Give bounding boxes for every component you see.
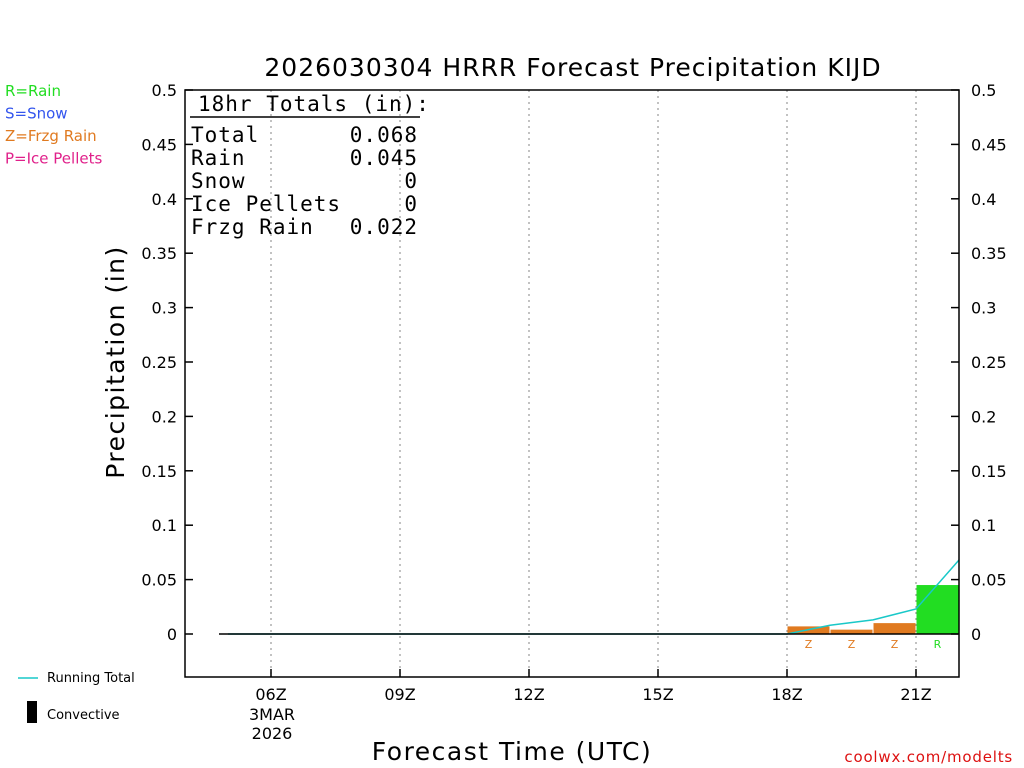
precip-bar: [873, 623, 916, 634]
y-tick-label-right: 0.45: [971, 135, 1007, 154]
y-tick-label-left: 0: [167, 625, 177, 644]
totals-row-label: Snow: [191, 169, 246, 193]
plot-frame: [184, 89, 960, 678]
date-label-month: 3MAR: [249, 705, 295, 724]
y-tick-label-right: 0.25: [971, 353, 1007, 372]
y-tick-label-left: 0.3: [152, 299, 177, 318]
y-axis-label: Precipitation (in): [101, 245, 130, 479]
x-tick-label: 15Z: [642, 685, 673, 704]
x-tick-label: 21Z: [900, 685, 931, 704]
totals-row-value: 0.068: [350, 123, 418, 147]
totals-row-label: Ice Pellets: [191, 192, 341, 216]
vertical-gridlines: [270, 90, 917, 677]
legend-entry: S=Snow: [5, 105, 68, 123]
y-tick-label-left: 0.25: [141, 353, 177, 372]
running-total-line: [228, 559, 960, 635]
ptype-legend: R=Rain S=Snow Z=Frzg Rain P=Ice Pellets: [5, 82, 102, 168]
y-tick-label-right: 0.1: [971, 516, 996, 535]
ptype-letter: R: [934, 638, 942, 651]
y-tick-label-right: 0.5: [971, 81, 996, 100]
legend-entry: Z=Frzg Rain: [5, 127, 97, 145]
y-tick-label-left: 0.35: [141, 244, 177, 263]
totals-row-label: Rain: [191, 146, 246, 170]
date-label-year: 2026: [252, 724, 293, 743]
y-tick-label-right: 0.05: [971, 571, 1007, 590]
ptype-letter: Z: [891, 638, 899, 651]
y-tick-label-right: 0.35: [971, 244, 1007, 263]
x-axis-label: Forecast Time (UTC): [372, 737, 652, 766]
legend-entry: P=Ice Pellets: [5, 150, 102, 168]
x-tick-label: 18Z: [771, 685, 802, 704]
y-tick-label-left: 0.1: [152, 516, 177, 535]
precip-bar: [916, 585, 959, 634]
y-tick-label-right: 0.3: [971, 299, 996, 318]
y-tick-label-left: 0.15: [141, 462, 177, 481]
credit-text: coolwx.com/modelts: [844, 748, 1013, 766]
totals-box: 18hr Totals (in): Total 0.068 Rain 0.045 Snow…: [190, 92, 430, 239]
convective-legend-swatch: [27, 701, 37, 723]
y-tick-label-left: 0.2: [152, 407, 177, 426]
chart-title: 2026030304 HRRR Forecast Precipitation K…: [264, 53, 881, 82]
x-axis-ticks: 06Z 09Z 12Z 15Z 18Z 21Z: [255, 669, 932, 704]
precip-bar: [830, 629, 873, 634]
ptype-letter: Z: [848, 638, 856, 651]
y-tick-label-left: 0.05: [141, 571, 177, 590]
x-tick-label: 09Z: [384, 685, 415, 704]
y-tick-label-right: 0.2: [971, 407, 996, 426]
totals-row-value: 0: [404, 169, 418, 193]
x-tick-label: 06Z: [255, 685, 286, 704]
convective-legend-label: Convective: [47, 708, 120, 723]
legend-entry: R=Rain: [5, 82, 61, 100]
totals-row-label: Frzg Rain: [191, 215, 314, 239]
ptype-letter: Z: [805, 638, 813, 651]
y-tick-label-right: 0.15: [971, 462, 1007, 481]
y-tick-label-right: 0: [971, 625, 981, 644]
totals-header: 18hr Totals (in):: [198, 92, 430, 116]
totals-row-value: 0: [404, 192, 418, 216]
totals-row-value: 0.022: [350, 215, 418, 239]
running-total-legend-label: Running Total: [47, 671, 135, 686]
y-tick-label-right: 0.4: [971, 190, 996, 209]
x-tick-label: 12Z: [513, 685, 544, 704]
totals-row-label: Total: [191, 123, 259, 147]
y-axis-ticks: 0 00.05 0.050.1 0.10.15 0.150.2 0.20.25 0.250.…: [141, 81, 1006, 644]
y-tick-label-left: 0.45: [141, 135, 177, 154]
totals-row-value: 0.045: [350, 146, 418, 170]
y-tick-label-left: 0.4: [152, 190, 177, 209]
y-tick-label-left: 0.5: [152, 81, 177, 100]
precip-bars: [787, 585, 959, 634]
